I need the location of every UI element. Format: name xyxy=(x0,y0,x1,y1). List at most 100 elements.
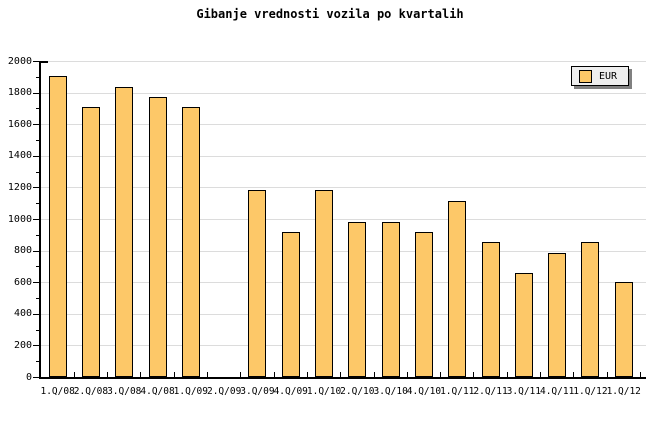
bar-1.Q/08 xyxy=(48,75,67,378)
chart-title: Gibanje vrednosti vozila po kvartalih xyxy=(196,7,464,21)
y-axis-label-1600: 1600 xyxy=(7,118,32,130)
y-major-tick-1200 xyxy=(33,187,39,189)
gridline-400 xyxy=(41,313,646,315)
y-major-tick-200 xyxy=(33,345,39,347)
bar-1.Q/09 xyxy=(181,106,200,378)
gridline-1400 xyxy=(41,155,646,157)
y-major-tick-600 xyxy=(33,282,39,284)
y-minor-tick-1100 xyxy=(36,203,39,205)
gridline-1600 xyxy=(41,124,646,126)
y-major-tick-1600 xyxy=(33,124,39,126)
y-major-tick-2000 xyxy=(33,61,39,62)
x-axis-label-3.Q/11: 3.Q/11 xyxy=(506,386,541,397)
y-minor-tick-1900 xyxy=(36,76,39,78)
y-minor-tick-100 xyxy=(36,361,39,363)
bar-3.Q/10 xyxy=(381,221,400,378)
bar-1.Q/12 xyxy=(614,281,633,378)
x-tick-1 xyxy=(73,372,75,377)
x-tick-12 xyxy=(440,372,442,377)
x-tick-7 xyxy=(273,372,275,377)
y-axis-label-1200: 1200 xyxy=(7,181,32,193)
x-axis-label-2.Q/10: 2.Q/10 xyxy=(340,386,375,397)
x-axis-label-4.Q/11: 4.Q/11 xyxy=(539,386,575,397)
x-tick-10 xyxy=(373,372,375,377)
x-tick-8 xyxy=(306,372,308,377)
x-tick-15 xyxy=(540,372,541,377)
x-tick-9 xyxy=(340,372,342,377)
y-major-tick-400 xyxy=(33,313,39,315)
gridline-1800 xyxy=(41,92,646,94)
bar-4.Q/08 xyxy=(148,97,167,378)
y-axis-label-1000: 1000 xyxy=(7,213,32,225)
bar-4.Q/10 xyxy=(414,232,433,378)
y-minor-tick-500 xyxy=(36,298,39,299)
x-tick-4 xyxy=(173,372,175,377)
bar-2.Q/08 xyxy=(81,106,100,378)
y-axis-label-2000: 2000 xyxy=(7,55,32,67)
bar-2.Q/10 xyxy=(348,221,367,378)
y-major-tick-0 xyxy=(33,377,39,378)
y-axis-label-200: 200 xyxy=(13,339,32,351)
x-tick-16 xyxy=(573,372,575,377)
y-minor-tick-300 xyxy=(36,329,39,331)
legend-swatch-icon xyxy=(579,69,592,83)
x-axis-label-4.Q/10: 4.Q/10 xyxy=(406,386,442,397)
x-axis-label-1.Q/08: 1.Q/08 xyxy=(40,386,75,397)
x-tick-3 xyxy=(140,372,142,377)
x-axis-label-1.Q/10: 1.Q/10 xyxy=(306,386,342,397)
y-minor-tick-700 xyxy=(36,266,39,268)
x-axis-label-4.Q/09: 4.Q/09 xyxy=(273,386,308,397)
bar-4.Q/09 xyxy=(281,232,300,378)
x-axis-label-2.Q/11: 2.Q/11 xyxy=(473,386,508,397)
y-axis-top-cap xyxy=(41,61,48,63)
x-tick-17 xyxy=(606,372,608,377)
y-minor-tick-1700 xyxy=(36,108,39,110)
y-axis-label-400: 400 xyxy=(13,308,32,320)
y-minor-tick-1300 xyxy=(36,171,39,173)
bar-1.Q/10 xyxy=(315,190,334,378)
y-axis-label-1800: 1800 xyxy=(7,87,32,99)
x-axis-label-2.Q/09: 2.Q/09 xyxy=(206,386,242,397)
y-axis-line xyxy=(39,61,41,379)
gridline-200 xyxy=(41,345,646,347)
x-axis-label-3.Q/10: 3.Q/10 xyxy=(373,386,408,397)
y-minor-tick-900 xyxy=(36,234,39,236)
x-axis-label-1.Q/12: 1.Q/12 xyxy=(573,386,608,397)
x-axis-label-4.Q/08: 4.Q/08 xyxy=(140,386,175,397)
legend-label: EUR xyxy=(599,70,618,82)
x-axis-label-1.Q/09: 1.Q/09 xyxy=(173,386,208,397)
gridline-2000 xyxy=(41,61,646,62)
x-axis-label-2.Q/08: 2.Q/08 xyxy=(73,386,109,397)
x-tick-2 xyxy=(107,372,109,377)
bar-3.Q/09 xyxy=(248,190,267,378)
gridline-800 xyxy=(41,250,646,252)
y-major-tick-1400 xyxy=(33,155,39,157)
x-tick-5 xyxy=(207,372,208,377)
gridline-1000 xyxy=(41,219,646,220)
x-axis-label-3.Q/08: 3.Q/08 xyxy=(107,386,142,397)
x-axis-line xyxy=(39,377,646,379)
y-minor-tick-1500 xyxy=(36,140,39,141)
bar-1.Q/11 xyxy=(448,201,467,378)
y-major-tick-800 xyxy=(33,250,39,252)
y-axis-label-0: 0 xyxy=(25,371,32,383)
bar-1.Q/12 xyxy=(581,241,600,378)
bar-4.Q/11 xyxy=(548,252,567,378)
gridline-1200 xyxy=(41,187,646,189)
bar-3.Q/08 xyxy=(115,86,134,378)
x-tick-13 xyxy=(473,372,475,377)
y-major-tick-1800 xyxy=(33,92,39,94)
y-axis-label-800: 800 xyxy=(13,245,32,257)
bar-2.Q/11 xyxy=(481,241,500,378)
legend: EUR xyxy=(571,66,629,86)
x-tick-11 xyxy=(406,372,408,377)
x-axis-label-1.Q/12: 1.Q/12 xyxy=(606,386,641,397)
x-axis-label-3.Q/09: 3.Q/09 xyxy=(240,386,275,397)
x-axis-label-1.Q/11: 1.Q/11 xyxy=(440,386,475,397)
y-major-tick-1000 xyxy=(33,219,39,220)
bar-3.Q/11 xyxy=(514,273,533,378)
y-axis-label-1400: 1400 xyxy=(7,150,32,162)
x-tick-6 xyxy=(240,372,242,377)
gridline-600 xyxy=(41,282,646,284)
